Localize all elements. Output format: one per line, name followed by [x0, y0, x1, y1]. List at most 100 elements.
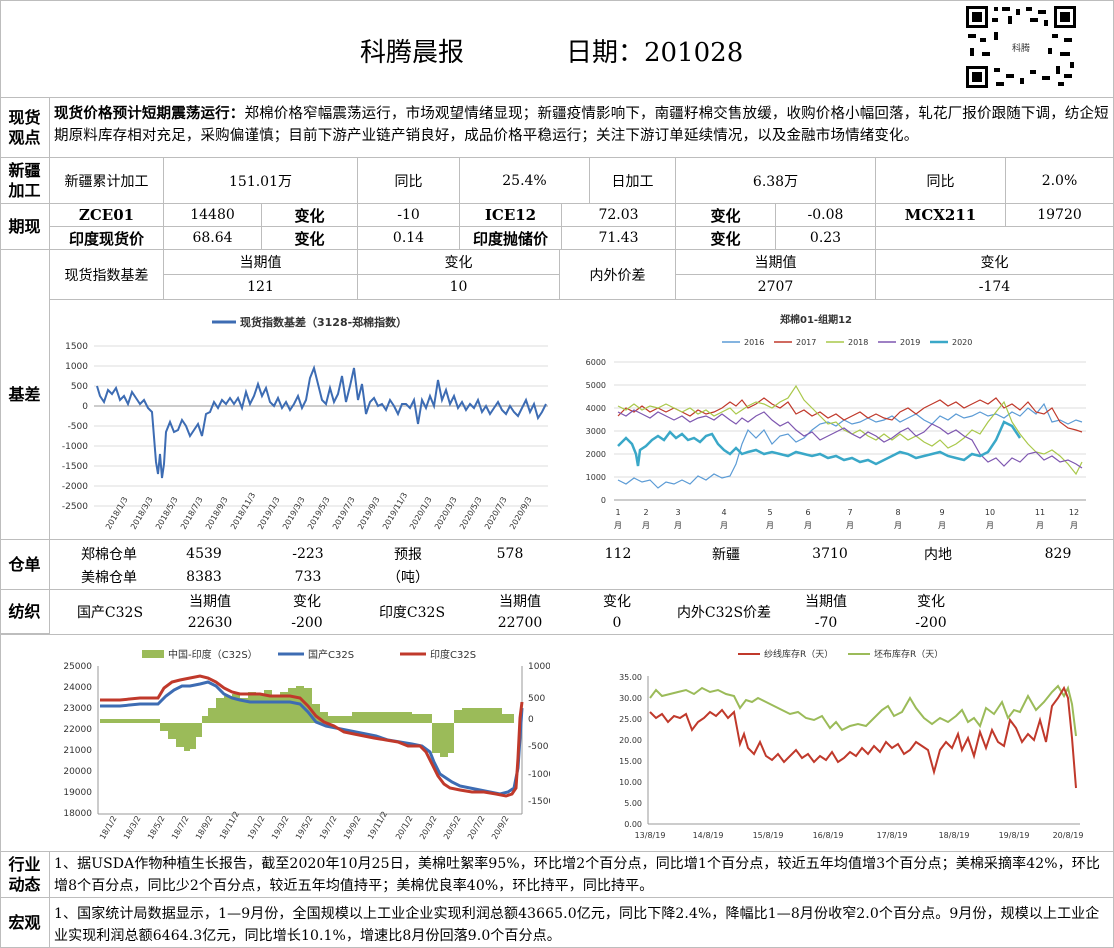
spot-view-text: 现货价格预计短期震荡运行：郑棉价格窄幅震荡运行，市场观望情绪显现；新疆疫情影响下… — [50, 101, 1114, 157]
svg-text:2020/1/3: 2020/1/3 — [408, 495, 434, 531]
c32s-diff-bars — [100, 686, 514, 757]
svg-text:6000: 6000 — [586, 358, 606, 367]
forecast-label: 预报 — [394, 547, 422, 563]
inland-warehouse-label: 内地 — [924, 547, 952, 563]
svg-text:2019/11/3: 2019/11/3 — [381, 491, 409, 531]
svg-text:14/8/19: 14/8/19 — [693, 831, 724, 840]
svg-text:月: 月 — [846, 521, 854, 530]
svg-text:20000: 20000 — [63, 767, 92, 777]
domestic-c32s-line — [100, 680, 524, 796]
svg-text:19/7/2: 19/7/2 — [318, 814, 339, 841]
svg-text:科腾: 科腾 — [1012, 42, 1030, 54]
basis-change-value: 10 — [358, 275, 560, 300]
ice12-change-label: 变化 — [676, 204, 776, 227]
domestic-current-value: 22630 — [187, 615, 233, 631]
inventory-y-ticks: 35.00 30.00 25.00 20.00 15.00 10.00 5.00… — [619, 673, 642, 829]
svg-text:18/1/2: 18/1/2 — [98, 814, 119, 841]
india-current-header: 当期值 — [499, 594, 541, 610]
svg-text:19/3/2: 19/3/2 — [270, 814, 291, 841]
svg-text:3: 3 — [675, 508, 680, 517]
domestic-change-value: -200 — [291, 615, 323, 631]
svg-text:12: 12 — [1069, 508, 1079, 517]
zce01-change-label: 变化 — [262, 204, 358, 227]
svg-text:1000: 1000 — [65, 362, 88, 372]
svg-text:2019/9/3: 2019/9/3 — [356, 495, 382, 531]
svg-text:19/1/2: 19/1/2 — [246, 814, 267, 841]
svg-text:11: 11 — [1035, 508, 1045, 517]
svg-text:2020: 2020 — [952, 338, 972, 347]
basis-charts-area — [50, 300, 1114, 540]
series-2018 — [617, 384, 1083, 476]
us-receipt-value: 8383 — [186, 569, 222, 585]
inventory-chart-legend: 纱线库存R（天） 坯布库存R（天） — [738, 648, 943, 660]
header: 科腾晨报 日期：201028 科腾 — [0, 0, 1114, 98]
svg-text:2020/9/3: 2020/9/3 — [508, 495, 534, 531]
svg-text:-1500: -1500 — [62, 462, 88, 472]
svg-text:0: 0 — [82, 402, 88, 412]
svg-text:2019: 2019 — [900, 338, 920, 347]
india-reserve-value: 71.43 — [562, 227, 676, 250]
svg-text:20.00: 20.00 — [619, 736, 642, 745]
c32s-spread-current-header: 当期值 — [805, 594, 847, 610]
mcx211-value: 19720 — [1006, 204, 1114, 227]
us-receipt-change: 733 — [294, 569, 322, 585]
svg-text:6: 6 — [805, 508, 810, 517]
inventory-chart: 纱线库存R（天） 坯布库存R（天） 35.00 30.00 25.00 20.0… — [619, 648, 1083, 840]
svg-text:18/7/2: 18/7/2 — [170, 814, 191, 841]
series-2016 — [617, 402, 1083, 489]
futures-label: 期现 — [0, 204, 50, 250]
svg-text:2019/5/3: 2019/5/3 — [306, 495, 332, 531]
svg-text:20/7/2: 20/7/2 — [466, 814, 487, 841]
season-chart-legend: 2016 2017 2018 2019 2020 — [722, 338, 972, 347]
svg-text:18/9/2: 18/9/2 — [194, 814, 215, 841]
svg-text:纱线库存R（天）: 纱线库存R（天） — [764, 648, 833, 660]
svg-text:9: 9 — [939, 508, 944, 517]
xinjiang-warehouse-value: 3710 — [812, 546, 848, 562]
svg-text:4: 4 — [721, 508, 726, 517]
inland-warehouse-value: 829 — [1044, 546, 1072, 562]
macro-label: 宏观 — [0, 898, 50, 948]
report-title: 科腾晨报 — [360, 38, 465, 68]
zce-receipt-change: -223 — [292, 546, 324, 562]
svg-text:2018/7/3: 2018/7/3 — [179, 495, 205, 531]
svg-text:坯布库存R（天）: 坯布库存R（天） — [874, 648, 943, 660]
svg-text:月: 月 — [1036, 521, 1044, 530]
spread-label: 内外价差 — [560, 250, 676, 300]
svg-text:23000: 23000 — [63, 704, 92, 714]
industry-box — [50, 852, 1114, 898]
svg-text:18/3/2: 18/3/2 — [122, 814, 143, 841]
india-spot-label: 印度现货价 — [50, 227, 164, 250]
india-spot-change-value: 0.14 — [358, 227, 460, 250]
domestic-current-header: 当期值 — [189, 594, 231, 610]
svg-text:19/9/2: 19/9/2 — [342, 814, 363, 841]
xinjiang-yoy-label: 同比 — [358, 158, 460, 204]
basis-label: 基差 — [0, 250, 50, 540]
svg-text:10.00: 10.00 — [619, 778, 642, 787]
svg-text:月: 月 — [674, 521, 682, 530]
svg-text:8: 8 — [895, 508, 900, 517]
qr-code-icon: 科腾 — [964, 4, 1078, 90]
xinjiang-yoy-value: 25.4% — [460, 158, 590, 204]
svg-text:-1000: -1000 — [528, 770, 550, 780]
svg-text:月: 月 — [938, 521, 946, 530]
c32s-chart-legend: 中国-印度（C32S） 国产C32S 印度C32S — [142, 648, 476, 661]
svg-text:20/3/2: 20/3/2 — [418, 814, 439, 841]
domestic-change-header: 变化 — [293, 594, 321, 610]
india-spot-value: 68.64 — [164, 227, 262, 250]
svg-text:35.00: 35.00 — [619, 673, 642, 682]
basis-current-value: 121 — [164, 275, 358, 300]
svg-text:1: 1 — [615, 508, 620, 517]
warehouse-label: 仓单 — [0, 540, 50, 590]
svg-text:19000: 19000 — [63, 788, 92, 798]
mcx211-label: MCX211 — [876, 204, 1006, 227]
svg-text:中国-印度（C32S）: 中国-印度（C32S） — [168, 648, 258, 661]
report-date: 日期：201028 — [566, 38, 744, 68]
svg-text:-500: -500 — [528, 742, 549, 752]
c32s-spread-change-value: -200 — [915, 615, 947, 631]
macro-text: 1、国家统计局数据显示，1—9月份，全国规模以上工业企业实现利润总额43665.… — [54, 906, 1100, 944]
forecast-unit: （吨） — [387, 570, 429, 586]
svg-text:-2500: -2500 — [62, 502, 88, 512]
svg-text:月: 月 — [642, 521, 650, 530]
series-2017 — [617, 397, 1083, 433]
india-reserve-change-label: 变化 — [676, 227, 776, 250]
